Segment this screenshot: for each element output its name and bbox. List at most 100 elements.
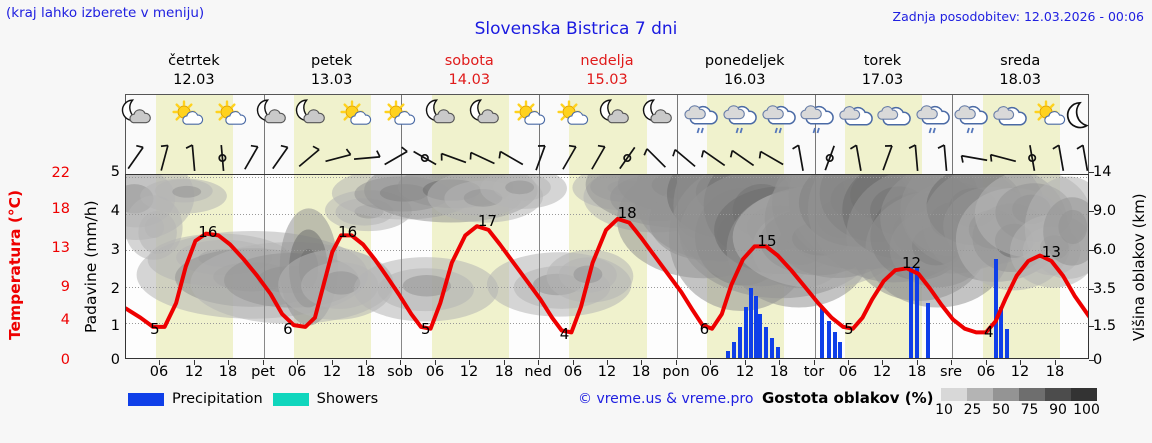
x-axis-tick (848, 360, 849, 365)
day-separator (677, 142, 678, 174)
cloud-density-scale-labels: 10 25 50 75 90 100 (934, 402, 1109, 420)
day-date: 15.03 (586, 72, 628, 88)
day-separator (264, 142, 265, 174)
wind-barb (325, 148, 352, 163)
x-axis-label-18: 18 (494, 364, 514, 380)
series-legend: Precipitation Showers (128, 388, 378, 410)
rain-cloud-icon (761, 98, 802, 138)
precipitation-bar (838, 341, 843, 358)
wind-barb (882, 144, 893, 171)
showers-legend-label: Showers (316, 391, 379, 407)
x-axis-label-06: 06 (563, 364, 583, 380)
moon-cloud-icon (424, 98, 464, 138)
cloud-density-title: Gostota oblakov (%) (762, 389, 934, 407)
cloud-density-cell-75 (1019, 388, 1045, 401)
precipitation-bar (1005, 328, 1010, 358)
rain-cloud-icon (916, 98, 956, 138)
day-header-row: četrtek 12.03 petek 13.03 sobota 14.03 nedelja… (125, 50, 1089, 92)
wind-barb (440, 152, 467, 164)
wind-barb (758, 150, 784, 166)
cloud-icon (993, 98, 1033, 138)
wind-barb (591, 144, 606, 170)
temperature-extreme-label: 13 (1041, 242, 1061, 261)
day-separator (401, 142, 402, 174)
sun-cloud-icon (337, 98, 377, 138)
x-axis-label-12: 12 (872, 364, 892, 380)
precipitation-bar (775, 347, 780, 358)
last-update-text: Zadnja posodobitev: 12.03.2026 - 00:06 (892, 9, 1144, 24)
x-axis-tick (332, 360, 333, 365)
x-axis-label-pon: pon (662, 364, 690, 380)
wind-barbs-svg (127, 144, 1089, 172)
wind-barb (1028, 145, 1037, 171)
rain-cloud-icon (684, 98, 724, 138)
temperature-extreme-label: 6 (283, 319, 293, 338)
sun-cloud-icon (511, 98, 551, 138)
menu-hint-text: (kraj lahko izberete v meniju) (6, 5, 205, 21)
day-date: 18.03 (999, 72, 1041, 88)
precipitation-bar (914, 266, 919, 358)
x-axis-tick (917, 360, 918, 365)
temperature-tick-22: 22 (51, 165, 70, 181)
x-axis-label-18: 18 (1045, 364, 1065, 380)
cloud-tick-mark (1089, 289, 1094, 290)
rain-cloud-icon (800, 98, 840, 138)
temperature-extreme-label: 5 (844, 319, 854, 338)
x-axis-tick (814, 360, 815, 365)
cloud-tick-mark (1089, 326, 1094, 327)
copyright-link[interactable]: © vreme.us & vreme.pro (578, 391, 754, 407)
day-separator (677, 175, 678, 358)
temperature-tick-0: 0 (60, 352, 70, 368)
x-axis-label-pet: pet (251, 364, 275, 380)
cloud-tick-mark (1089, 211, 1094, 212)
moon-cloud-icon (120, 98, 160, 138)
cloud-density-cell-25 (967, 388, 993, 401)
cloud-density-label-90: 90 (1049, 402, 1067, 418)
day-separator (677, 95, 678, 142)
cloud-height-tick-3.5: 3.5 (1093, 281, 1117, 297)
wind-barb (535, 144, 546, 171)
x-axis: 06 12 18 pet 06 12 18 sob 06 12 18 ned 06 12 18 pon 06 12… (125, 360, 1089, 382)
x-axis-tick (573, 360, 574, 365)
wind-barb (792, 144, 804, 171)
precipitation-bar (748, 288, 753, 358)
day-name: sreda (1000, 53, 1041, 69)
cloud-density-label-50: 50 (992, 402, 1010, 418)
x-axis-tick (1020, 360, 1021, 365)
day-date: 14.03 (448, 72, 491, 88)
day-column-4: nedelja 15.03 (538, 50, 676, 92)
x-axis-label-sre: sre (939, 364, 963, 380)
moon-cloud-icon (641, 98, 681, 138)
cloud-density-label-75: 75 (1020, 402, 1039, 418)
day-separator (539, 175, 540, 358)
cloud-density-label-100: 100 (1073, 402, 1100, 418)
sun-cloud-icon (169, 98, 209, 138)
precipitation-bar (993, 259, 998, 358)
wind-barb (989, 153, 1017, 163)
moon-cloud-icon (255, 98, 295, 138)
x-axis-tick (435, 360, 436, 365)
precipitation-bar (732, 341, 737, 358)
day-column-5: ponedeljek 16.03 (676, 50, 814, 92)
cloud-density-cell-90 (1045, 388, 1071, 401)
x-axis-label-tor: tor (803, 364, 825, 380)
daylight-shade (982, 142, 1060, 174)
precipitation-bar (738, 326, 743, 358)
x-axis-label-12: 12 (184, 364, 204, 380)
moon-cloud-icon (598, 98, 638, 138)
x-axis-tick (504, 360, 505, 365)
precipitation-swatch (128, 392, 164, 406)
wind-barb (562, 144, 577, 170)
precipitation-bar (832, 332, 837, 358)
temperature-extreme-label: 16 (338, 222, 358, 241)
x-axis-label-18: 18 (218, 364, 238, 380)
x-axis-label-06: 06 (287, 364, 307, 380)
wind-barb (127, 144, 144, 170)
moon-icon (1060, 98, 1100, 138)
temperature-tick-9: 9 (60, 279, 70, 295)
temperature-extreme-label: 18 (617, 204, 637, 223)
x-axis-tick (882, 360, 883, 365)
wind-barb (469, 151, 495, 165)
x-axis-tick (986, 360, 987, 365)
day-column-1: četrtek 12.03 (125, 50, 263, 92)
